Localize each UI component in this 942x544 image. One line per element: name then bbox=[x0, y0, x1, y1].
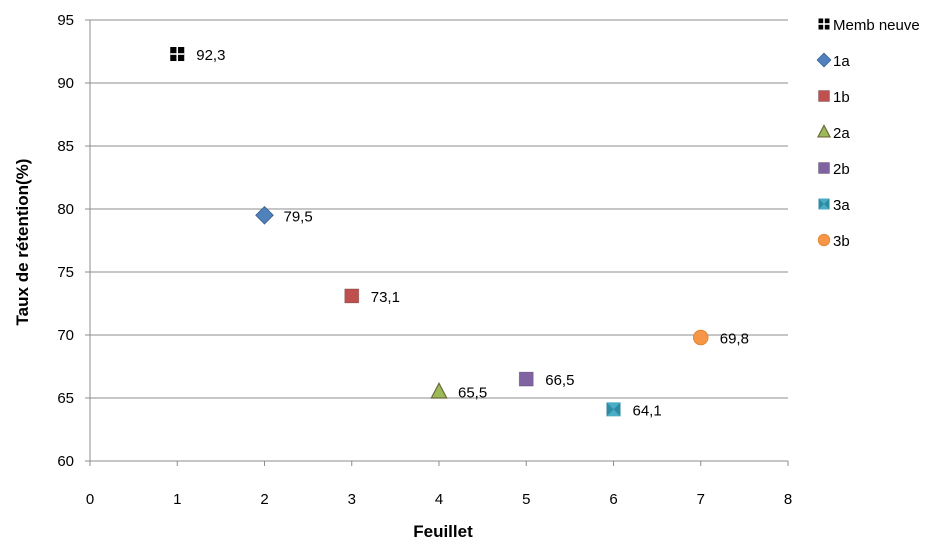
x-tick-label: 0 bbox=[86, 491, 94, 508]
data-points bbox=[170, 47, 709, 417]
y-tick-label: 85 bbox=[57, 138, 74, 155]
y-tick-label: 95 bbox=[57, 12, 74, 29]
data-point bbox=[606, 402, 621, 417]
data-point bbox=[693, 329, 709, 346]
legend-item: Memb neuve bbox=[818, 17, 920, 34]
grid-lines bbox=[90, 19, 788, 399]
x-axis-title: Feuillet bbox=[413, 522, 473, 541]
x-tick-label: 6 bbox=[609, 491, 617, 508]
data-point bbox=[430, 382, 448, 399]
legend-label: 1a bbox=[833, 53, 850, 70]
legend-label: Memb neuve bbox=[833, 17, 920, 34]
data-label: 64,1 bbox=[633, 402, 662, 419]
y-tick-label: 80 bbox=[57, 201, 74, 218]
data-label: 66,5 bbox=[545, 372, 574, 389]
legend-item: 2a bbox=[816, 124, 850, 142]
legend-label: 3a bbox=[833, 197, 850, 214]
legend-label: 1b bbox=[833, 89, 850, 106]
data-point bbox=[344, 288, 360, 304]
legend-item: 3a bbox=[818, 197, 850, 214]
legend-label: 2b bbox=[833, 161, 850, 178]
y-tick-label: 70 bbox=[57, 327, 74, 344]
y-tick-label: 65 bbox=[57, 390, 74, 407]
axes bbox=[85, 19, 789, 466]
data-label: 73,1 bbox=[371, 289, 400, 306]
data-point bbox=[255, 205, 274, 225]
legend-label: 3b bbox=[833, 233, 850, 250]
data-label: 92,3 bbox=[196, 47, 225, 64]
y-axis-title: Taux de rétention(%) bbox=[13, 159, 32, 326]
data-labels: 92,3 79,5 73,1 65,5 66,5 64,1 69,8 bbox=[196, 47, 749, 419]
legend-marker bbox=[816, 124, 832, 138]
legend-marker bbox=[816, 52, 832, 68]
legend-item: 1b bbox=[818, 89, 850, 106]
y-tick-label: 90 bbox=[57, 75, 74, 92]
y-tick-label: 60 bbox=[57, 453, 74, 470]
legend-marker bbox=[818, 18, 830, 30]
data-point bbox=[518, 371, 534, 387]
x-tick-label: 8 bbox=[784, 491, 792, 508]
x-tick-label: 2 bbox=[260, 491, 268, 508]
data-label: 79,5 bbox=[284, 208, 313, 225]
x-tick-labels: 0 1 2 3 4 5 6 7 8 bbox=[86, 491, 792, 508]
x-tick-label: 4 bbox=[435, 491, 443, 508]
x-tick-label: 5 bbox=[522, 491, 530, 508]
legend-label: 2a bbox=[833, 125, 850, 142]
data-label: 69,8 bbox=[720, 331, 749, 348]
legend-item: 3b bbox=[817, 233, 850, 250]
data-label: 65,5 bbox=[458, 385, 487, 402]
y-tick-labels: 60 65 70 75 80 85 90 95 bbox=[57, 12, 74, 470]
x-tick-label: 7 bbox=[697, 491, 705, 508]
legend-marker bbox=[817, 233, 831, 247]
x-tick-label: 3 bbox=[348, 491, 356, 508]
legend-marker bbox=[818, 162, 830, 174]
legend-item: 1a bbox=[816, 52, 850, 70]
data-point bbox=[170, 47, 185, 62]
y-tick-label: 75 bbox=[57, 264, 74, 281]
legend-marker bbox=[818, 198, 830, 210]
legend-marker bbox=[818, 90, 830, 102]
legend: Memb neuve 1a 1b 2a 2b 3a 3b bbox=[816, 17, 920, 250]
x-tick-label: 1 bbox=[173, 491, 181, 508]
legend-item: 2b bbox=[818, 161, 850, 178]
